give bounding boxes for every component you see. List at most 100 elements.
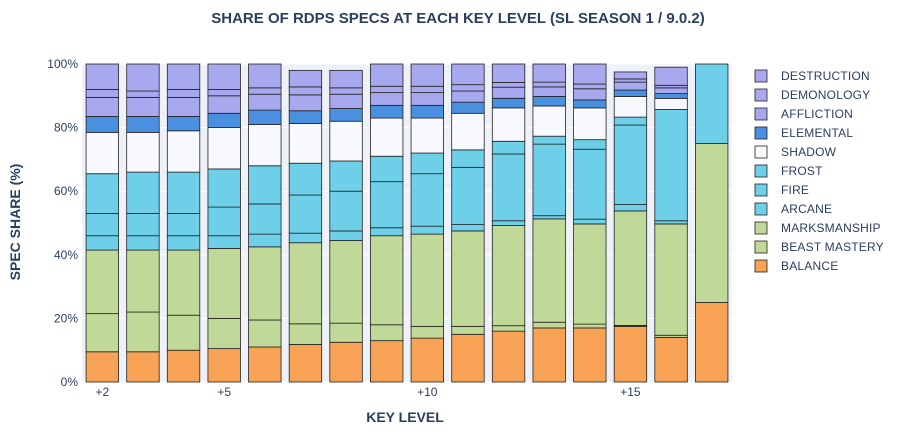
bar-segment-balance[interactable]: +13 BALANCE: 17% (532, 327, 566, 383)
bar-segment-balance[interactable]: +9 BALANCE: 13% (370, 340, 404, 383)
bar-segment-marksmanship[interactable]: +4 MARKSMANSHIP: 20.5% (166, 249, 201, 316)
bar-segment-marksmanship[interactable]: +12 MARKSMANSHIP: 31.5% (491, 225, 526, 327)
legend-item-destruction[interactable]: DESTRUCTION (754, 69, 870, 83)
bar-segment-fire[interactable]: +4 FIRE: 7% (166, 213, 201, 237)
bar-segment-marksmanship[interactable]: +5 MARKSMANSHIP: 22% (207, 248, 241, 319)
bar-segment-frost[interactable]: +10 FROST: 6.5% (410, 152, 444, 175)
bar-segment-beast-mastery[interactable]: +10 BEAST MASTERY: 3.7% (410, 325, 444, 339)
bar-segment-balance[interactable]: +10 BALANCE: 13.8% (410, 337, 444, 383)
bar-segment-demonology[interactable]: +15 DEMONOLOGY: 1% (613, 78, 648, 83)
bar-segment-destruction[interactable]: +6 DESTRUCTION: 7.5% (248, 63, 282, 89)
bar-segment-affliction[interactable]: +6 AFFLICTION: 5% (248, 93, 282, 111)
bar-segment-shadow[interactable]: +15 SHADOW: 6.5% (613, 96, 648, 118)
bar-stack[interactable]: +15 BALANCE: 17.5%+15 BEAST MASTERY: 0.3… (613, 71, 648, 383)
bar-segment-elemental[interactable]: +12 ELEMENTAL: 3% (491, 97, 526, 109)
bar-segment-frost[interactable]: +5 FROST: 12% (207, 168, 241, 208)
bar-segment-balance[interactable]: +11 BALANCE: 15% (451, 333, 485, 383)
bar-segment-arcane[interactable]: +12 ARCANE: 1.5% (491, 220, 526, 226)
bar-segment-shadow[interactable]: +11 SHADOW: 11.5% (451, 112, 485, 151)
bar-segment-beast-mastery[interactable]: +14 BEAST MASTERY: 1.2% (573, 323, 607, 329)
bar-segment-demonology[interactable]: +3 DEMONOLOGY: 2% (126, 90, 160, 98)
bar-segment-fire[interactable]: +6 FIRE: 9.5% (248, 203, 282, 235)
bar-segment-destruction[interactable]: +14 DESTRUCTION: 6.3% (573, 63, 607, 85)
legend-item-marksmanship[interactable]: MARKSMANSHIP (754, 221, 881, 235)
bar-segment-affliction[interactable]: +3 AFFLICTION: 6% (126, 96, 160, 117)
bar-segment-beast-mastery[interactable]: +6 BEAST MASTERY: 8.5% (248, 319, 282, 348)
bar-segment-elemental[interactable]: +13 ELEMENTAL: 3% (532, 96, 566, 107)
bar-segment-demonology[interactable]: +8 DEMONOLOGY: 2% (329, 87, 363, 95)
bar-segment-arcane[interactable]: +10 ARCANE: 2.5% (410, 225, 444, 235)
legend-item-beast-mastery[interactable]: BEAST MASTERY (754, 240, 884, 254)
bar-segment-elemental[interactable]: +2 ELEMENTAL: 5% (85, 116, 119, 133)
bar-segment-marksmanship[interactable]: +13 MARKSMANSHIP: 32.5% (532, 218, 566, 323)
bar-segment-frost[interactable]: +7 FROST: 10% (288, 162, 323, 196)
bar-segment-affliction[interactable]: +8 AFFLICTION: 4.5% (329, 93, 363, 109)
bar-segment-marksmanship[interactable]: +7 MARKSMANSHIP: 25.5% (288, 242, 323, 325)
bar-segment-destruction[interactable]: +9 DESTRUCTION: 7% (370, 63, 404, 87)
bar-segment-arcane[interactable]: +11 ARCANE: 2% (451, 224, 485, 232)
bar-segment-beast-mastery[interactable]: +13 BEAST MASTERY: 1.8% (532, 321, 566, 329)
bar-segment-balance[interactable]: +2 BALANCE: 9.5% (85, 351, 119, 383)
bar-segment-affliction[interactable]: +2 AFFLICTION: 6% (85, 96, 119, 117)
bar-segment-frost[interactable]: +2 FROST: 12.5% (85, 173, 119, 214)
bar-segment-balance[interactable]: +17 BALANCE: 25% (695, 302, 729, 383)
bar-segment-fire[interactable]: +3 FIRE: 7% (126, 213, 160, 237)
bar-segment-affliction[interactable]: +15 AFFLICTION: 2.5% (613, 81, 648, 91)
bar-segment-shadow[interactable]: +16 SHADOW: 3.5% (654, 97, 688, 110)
bar-segment-demonology[interactable]: +4 DEMONOLOGY: 2.5% (166, 89, 201, 98)
bar-segment-elemental[interactable]: +9 ELEMENTAL: 4% (370, 104, 404, 119)
bar-segment-affliction[interactable]: +10 AFFLICTION: 4% (410, 92, 444, 106)
legend-item-elemental[interactable]: ELEMENTAL (754, 126, 853, 140)
bar-segment-shadow[interactable]: +3 SHADOW: 12.5% (126, 131, 160, 173)
bar-segment-arcane[interactable]: +14 ARCANE: 1.5% (573, 218, 607, 225)
bar-segment-destruction[interactable]: +12 DESTRUCTION: 5.8% (491, 63, 526, 83)
bar-segment-destruction[interactable]: +7 DESTRUCTION: 5.2% (288, 69, 323, 88)
bar-segment-beast-mastery[interactable]: +9 BEAST MASTERY: 5% (370, 324, 404, 342)
bar-stack[interactable]: +17 BALANCE: 25%+17 BEAST MASTERY: 50%+1… (695, 63, 729, 383)
bar-segment-marksmanship[interactable]: +2 MARKSMANSHIP: 20% (85, 249, 119, 315)
bar-segment-affliction[interactable]: +14 AFFLICTION: 3.5% (573, 88, 607, 101)
bar-segment-shadow[interactable]: +9 SHADOW: 12% (370, 117, 404, 157)
bar-segment-marksmanship[interactable]: +15 MARKSMANSHIP: 36% (613, 210, 648, 326)
bar-segment-demonology[interactable]: +9 DEMONOLOGY: 2% (370, 85, 404, 94)
bar-segment-elemental[interactable]: +16 ELEMENTAL: 1.5% (654, 93, 688, 99)
bar-segment-frost[interactable]: +11 FROST: 5.5% (451, 149, 485, 168)
bar-stack[interactable]: +7 BALANCE: 11.8%+7 BEAST MASTERY: 6.5%+… (288, 69, 323, 383)
bar-segment-demonology[interactable]: +11 DEMONOLOGY: 2% (451, 84, 485, 92)
bar-segment-beast-mastery[interactable]: +17 BEAST MASTERY: 50% (695, 143, 729, 303)
bar-segment-destruction[interactable]: +10 DESTRUCTION: 7% (410, 63, 444, 87)
bar-segment-elemental[interactable]: +3 ELEMENTAL: 5% (126, 116, 160, 133)
bar-segment-shadow[interactable]: +8 SHADOW: 12.5% (329, 120, 363, 162)
bar-segment-fire[interactable]: +8 FIRE: 12.5% (329, 190, 363, 232)
bar-stack[interactable]: +13 BALANCE: 17%+13 BEAST MASTERY: 1.8%+… (532, 63, 566, 383)
bar-segment-arcane[interactable]: +4 ARCANE: 4.5% (166, 235, 201, 251)
bar-segment-marksmanship[interactable]: +8 MARKSMANSHIP: 26% (329, 240, 363, 324)
bar-segment-demonology[interactable]: +14 DEMONOLOGY: 1.5% (573, 83, 607, 90)
bar-segment-frost[interactable]: +6 FROST: 12% (248, 165, 282, 205)
bar-segment-frost[interactable]: +15 FROST: 2.5% (613, 116, 648, 126)
bar-segment-marksmanship[interactable]: +11 MARKSMANSHIP: 30% (451, 230, 485, 327)
bar-stack[interactable]: +2 BALANCE: 9.5%+2 BEAST MASTERY: 12%+2 … (85, 63, 119, 383)
bar-stack[interactable]: +4 BALANCE: 10%+4 BEAST MASTERY: 11%+4 M… (166, 63, 201, 383)
bar-segment-fire[interactable]: +15 FIRE: 25% (613, 124, 648, 205)
bar-segment-arcane[interactable]: +8 ARCANE: 3% (329, 230, 363, 241)
bar-segment-destruction[interactable]: +15 DESTRUCTION: 2.2% (613, 71, 648, 80)
bar-segment-balance[interactable]: +4 BALANCE: 10% (166, 349, 201, 383)
bar-stack[interactable]: +14 BALANCE: 17%+14 BEAST MASTERY: 1.2%+… (573, 63, 607, 383)
bar-segment-destruction[interactable]: +11 DESTRUCTION: 6.5% (451, 63, 485, 86)
bar-segment-fire[interactable]: +12 FIRE: 21% (491, 153, 526, 222)
bar-segment-fire[interactable]: +7 FIRE: 12% (288, 194, 323, 234)
bar-segment-balance[interactable]: +8 BALANCE: 12.5% (329, 341, 363, 383)
bar-segment-arcane[interactable]: +9 ARCANE: 2.5% (370, 227, 404, 237)
bar-segment-shadow[interactable]: +12 SHADOW: 10.5% (491, 107, 526, 142)
bar-segment-elemental[interactable]: +15 ELEMENTAL: 2% (613, 89, 648, 97)
legend[interactable]: DESTRUCTION DEMONOLOGY AFFLICTION ELEMENTAL… (754, 69, 884, 273)
bar-segment-arcane[interactable]: +5 ARCANE: 4% (207, 235, 241, 249)
bar-segment-balance[interactable]: +7 BALANCE: 11.8% (288, 344, 323, 383)
bar-segment-marksmanship[interactable]: +6 MARKSMANSHIP: 23% (248, 246, 282, 321)
bar-segment-affliction[interactable]: +11 AFFLICTION: 3.5% (451, 90, 485, 103)
bar-segment-frost[interactable]: +12 FROST: 4% (491, 140, 526, 155)
bar-segment-fire[interactable]: +2 FIRE: 7% (85, 213, 119, 237)
bar-segment-marksmanship[interactable]: +3 MARKSMANSHIP: 19.5% (126, 249, 160, 313)
bar-segment-frost[interactable]: +3 FROST: 13% (126, 171, 160, 214)
